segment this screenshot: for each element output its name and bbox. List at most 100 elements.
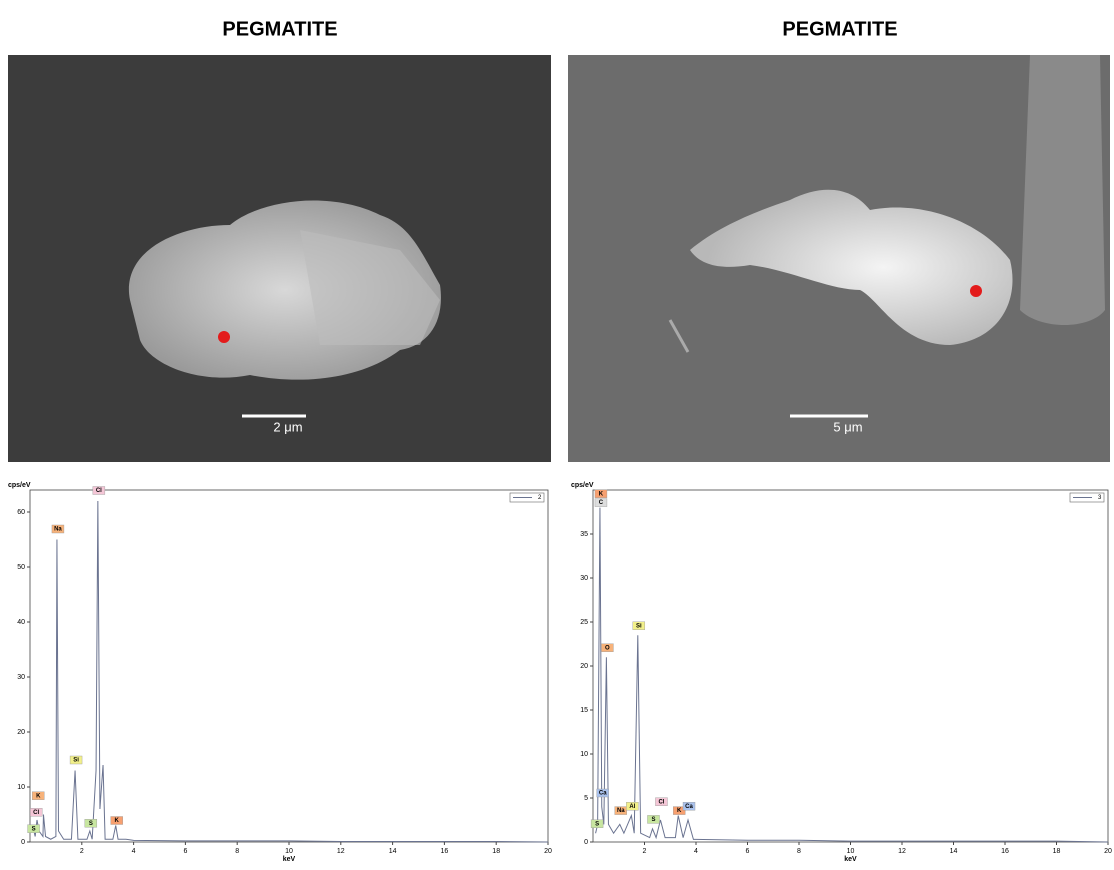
peak-label: Si — [69, 755, 83, 765]
peak-label: Cl — [29, 808, 43, 817]
peak-label-text: S — [32, 826, 36, 832]
peak-label: K — [110, 816, 123, 825]
peak-label-box — [69, 755, 83, 765]
peak-label: Ca — [596, 788, 609, 798]
x-tick-label: 6 — [746, 848, 750, 855]
peak-label-text: Ca — [685, 804, 693, 810]
peak-label-box — [92, 486, 106, 495]
spectrum-line — [595, 507, 1109, 843]
x-tick-label: 18 — [1053, 848, 1061, 855]
y-tick-label: 0 — [584, 839, 588, 846]
peak-label-text: Na — [617, 808, 625, 814]
peak-label-box — [29, 808, 43, 817]
peak-label: Al — [626, 802, 639, 811]
peak-label-box — [626, 802, 639, 811]
peak-label-box — [590, 819, 604, 828]
peak-label-box — [84, 819, 98, 828]
peak-label: S — [590, 819, 604, 828]
peak-label: K — [32, 791, 45, 800]
y-tick-label: 40 — [17, 619, 25, 626]
peak-label: Na — [614, 806, 627, 815]
plot-frame — [29, 489, 549, 843]
legend-label: 3 — [1098, 495, 1102, 501]
peak-label-text: Na — [54, 527, 62, 533]
y-tick-label: 10 — [17, 784, 25, 791]
peak-label-box — [601, 643, 614, 652]
peak-label: O — [601, 643, 614, 652]
peak-label: Cl — [655, 797, 668, 806]
peak-label-text: Cl — [33, 810, 39, 816]
peak-label: S — [27, 824, 40, 833]
peak-label: S — [647, 815, 660, 824]
peak-label: K — [673, 806, 686, 815]
x-tick-label: 10 — [285, 848, 293, 855]
peak-label-text: S — [595, 821, 599, 827]
y-tick-label: 15 — [580, 707, 588, 714]
sem-image: 5 μm — [568, 55, 1110, 462]
y-tick-label: 10 — [580, 751, 588, 758]
peak-label-box — [51, 524, 65, 534]
y-tick-label: 60 — [17, 509, 25, 516]
sem-image: 2 μm — [8, 55, 551, 462]
y-tick-label: 0 — [21, 839, 25, 846]
peak-label-box — [27, 824, 40, 833]
legend-label: 2 — [538, 495, 542, 501]
peak-label-text: Ca — [599, 791, 607, 797]
peak-label-text: Cl — [658, 799, 664, 805]
peak-label-box — [110, 816, 123, 825]
peak-label-text: C — [599, 500, 604, 506]
peak-label-box — [32, 791, 45, 800]
peak-label: K — [594, 489, 608, 498]
peak-label-text: Cl — [96, 488, 102, 494]
peak-label-text: Si — [73, 758, 79, 764]
peak-label-text: S — [651, 817, 655, 823]
peak-label-box — [594, 498, 608, 507]
x-tick-label: 12 — [898, 848, 906, 855]
peak-label-box — [614, 806, 627, 815]
peak-label-box — [596, 788, 609, 798]
scale-label: 5 μm — [833, 419, 862, 434]
panel-title: PEGMATITE — [222, 18, 337, 40]
x-tick-label: 2 — [643, 848, 647, 855]
scale-label: 2 μm — [273, 419, 302, 434]
x-tick-label: 16 — [441, 848, 449, 855]
x-tick-label: 12 — [337, 848, 345, 855]
peak-label: S — [84, 819, 98, 828]
x-tick-label: 4 — [694, 848, 698, 855]
y-tick-label: 20 — [17, 729, 25, 736]
peak-label-box — [647, 815, 660, 824]
x-tick-label: 20 — [1104, 848, 1112, 855]
peak-label-text: O — [605, 645, 610, 651]
x-tick-label: 8 — [797, 848, 801, 855]
peak-label: C — [594, 498, 608, 507]
x-tick-label: 6 — [183, 848, 187, 855]
x-tick-label: 4 — [132, 848, 136, 855]
peak-label-text: K — [599, 491, 604, 497]
peak-label: Cl — [92, 486, 106, 495]
peak-label: Na — [51, 524, 65, 534]
peak-label-text: Si — [636, 623, 642, 629]
y-tick-label: 20 — [580, 663, 588, 670]
x-tick-label: 14 — [950, 848, 958, 855]
y-tick-label: 35 — [580, 531, 588, 538]
y-tick-label: 50 — [17, 564, 25, 571]
x-tick-label: 16 — [1001, 848, 1009, 855]
x-axis-title: keV — [283, 856, 296, 863]
plot-frame — [592, 489, 1109, 843]
peak-label: Si — [632, 621, 646, 630]
x-tick-label: 2 — [80, 848, 84, 855]
peak-label-box — [682, 802, 696, 811]
x-tick-label: 18 — [492, 848, 500, 855]
peak-label-box — [655, 797, 668, 806]
peak-label-box — [594, 489, 608, 498]
y-tick-label: 25 — [580, 619, 588, 626]
y-axis-title: cps/eV — [8, 482, 31, 489]
y-tick-label: 30 — [17, 674, 25, 681]
y-tick-label: 30 — [580, 575, 588, 582]
peak-label-text: K — [115, 818, 120, 824]
peak-label-box — [632, 621, 646, 630]
x-tick-label: 20 — [544, 848, 552, 855]
y-tick-label: 5 — [584, 795, 588, 802]
peak-label-text: K — [677, 808, 682, 814]
